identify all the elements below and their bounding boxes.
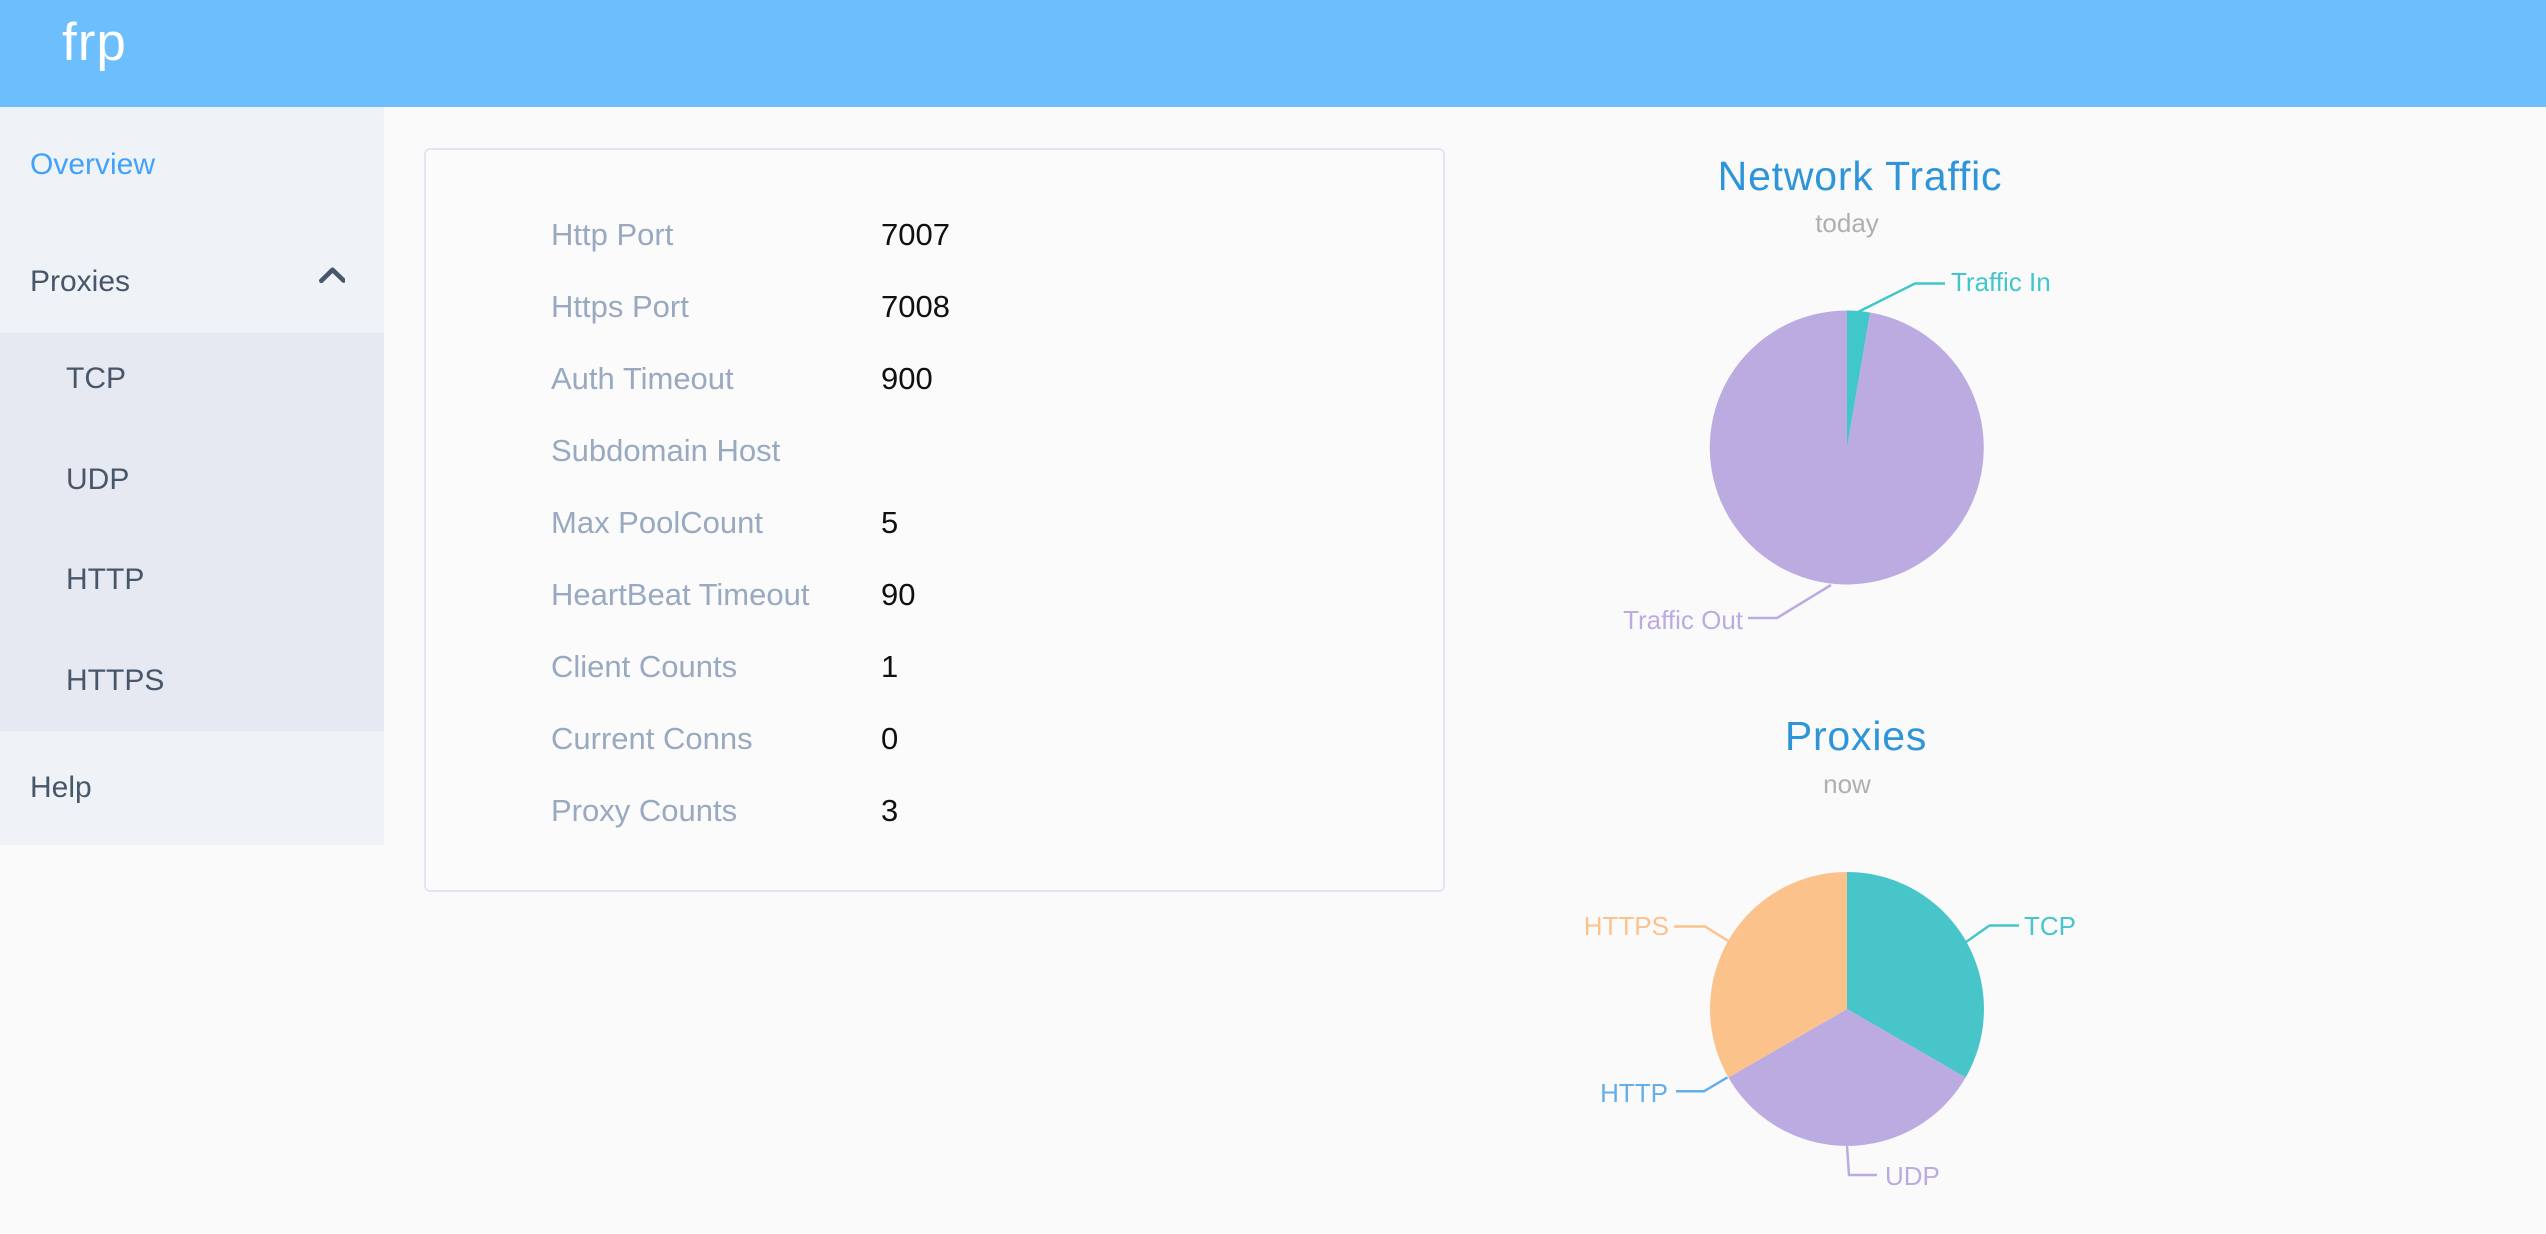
svg-text:Traffic Out: Traffic Out <box>1623 605 1744 635</box>
svg-text:Traffic In: Traffic In <box>1951 267 2051 297</box>
svg-text:HTTP: HTTP <box>1600 1078 1668 1108</box>
svg-text:TCP: TCP <box>2024 911 2076 941</box>
svg-text:Network Traffic: Network Traffic <box>1718 153 2003 199</box>
svg-text:Proxies: Proxies <box>1785 713 1927 759</box>
svg-text:UDP: UDP <box>1885 1161 1940 1191</box>
svg-text:now: now <box>1823 769 1871 799</box>
svg-text:HTTPS: HTTPS <box>1584 911 1669 941</box>
svg-text:today: today <box>1815 208 1879 238</box>
